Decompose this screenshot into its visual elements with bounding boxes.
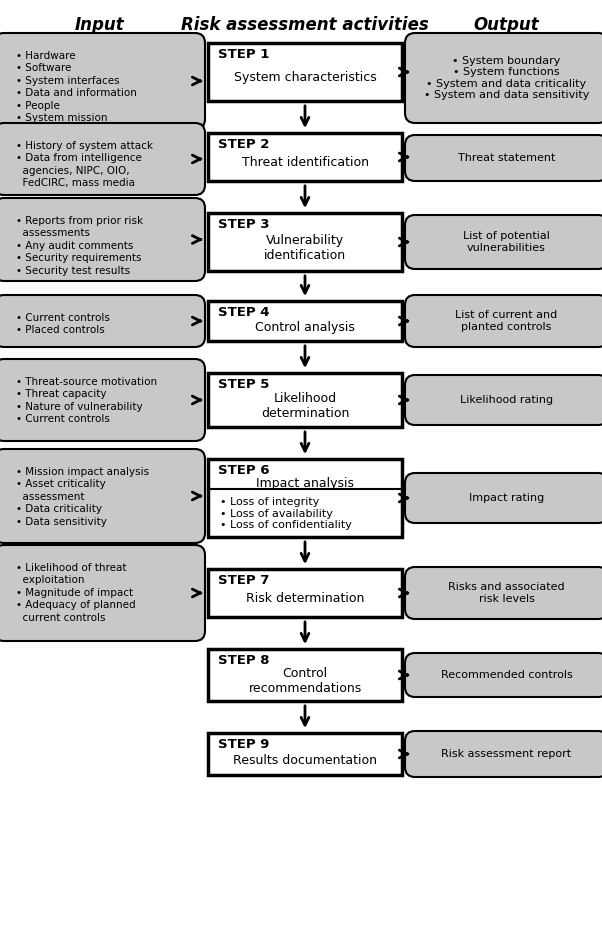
Text: • Likelihood of threat
  exploitation
• Magnitude of impact
• Adequacy of planne: • Likelihood of threat exploitation • Ma… [16, 563, 135, 622]
Text: Risk determination: Risk determination [246, 592, 364, 605]
Text: Output: Output [474, 16, 539, 34]
FancyBboxPatch shape [405, 215, 602, 269]
Text: Results documentation: Results documentation [233, 753, 377, 767]
Text: Impact analysis: Impact analysis [256, 477, 354, 490]
Text: Risk assessment activities: Risk assessment activities [181, 16, 429, 34]
Bar [208, 733, 402, 775]
Text: STEP 7: STEP 7 [218, 574, 269, 587]
Text: STEP 1: STEP 1 [218, 48, 269, 61]
Bar [208, 133, 402, 181]
Text: Vulnerability
identification: Vulnerability identification [264, 234, 346, 262]
Bar [208, 373, 402, 427]
FancyBboxPatch shape [0, 123, 205, 195]
Text: • System boundary
• System functions
• System and data criticality
• System and : • System boundary • System functions • S… [424, 56, 589, 100]
Bar [208, 569, 402, 617]
FancyBboxPatch shape [405, 135, 602, 181]
Bar [208, 43, 402, 101]
Text: Likelihood rating: Likelihood rating [460, 395, 553, 405]
Text: • History of system attack
• Data from intelligence
  agencies, NIPC, OIO,
  Fed: • History of system attack • Data from i… [16, 141, 153, 189]
Text: STEP 8: STEP 8 [218, 654, 270, 667]
Text: List of current and
planted controls: List of current and planted controls [455, 310, 557, 332]
FancyBboxPatch shape [405, 731, 602, 777]
Text: Risk assessment report: Risk assessment report [441, 749, 571, 759]
Text: • Loss of integrity
• Loss of availability
• Loss of confidentiality: • Loss of integrity • Loss of availabili… [220, 497, 352, 530]
Text: Control analysis: Control analysis [255, 321, 355, 334]
FancyBboxPatch shape [405, 295, 602, 347]
Text: Control
recommendations: Control recommendations [249, 667, 362, 695]
Text: Impact rating: Impact rating [469, 493, 544, 503]
Text: STEP 2: STEP 2 [218, 138, 269, 151]
Text: System characteristics: System characteristics [234, 72, 376, 85]
FancyBboxPatch shape [0, 295, 205, 347]
Text: STEP 4: STEP 4 [218, 306, 270, 319]
Text: • Hardware
• Software
• System interfaces
• Data and information
• People
• Syst: • Hardware • Software • System interface… [16, 51, 137, 123]
Text: STEP 3: STEP 3 [218, 218, 270, 231]
FancyBboxPatch shape [405, 653, 602, 697]
FancyBboxPatch shape [0, 449, 205, 543]
FancyBboxPatch shape [0, 359, 205, 441]
Text: Likelihood
determination: Likelihood determination [261, 392, 349, 420]
Bar [208, 649, 402, 701]
Text: STEP 6: STEP 6 [218, 464, 270, 477]
Bar [208, 459, 402, 537]
Text: • Current controls
• Placed controls: • Current controls • Placed controls [16, 313, 110, 336]
Text: Recommended controls: Recommended controls [441, 670, 573, 680]
FancyBboxPatch shape [405, 375, 602, 425]
FancyBboxPatch shape [405, 473, 602, 523]
Text: • Reports from prior risk
  assessments
• Any audit comments
• Security requirem: • Reports from prior risk assessments • … [16, 216, 143, 275]
Text: Risks and associated
risk levels: Risks and associated risk levels [448, 582, 565, 604]
FancyBboxPatch shape [0, 198, 205, 281]
Text: List of potential
vulnerabilities: List of potential vulnerabilities [463, 231, 550, 253]
Text: STEP 5: STEP 5 [218, 378, 269, 391]
Bar [208, 301, 402, 341]
Text: • Mission impact analysis
• Asset criticality
  assessment
• Data criticality
• : • Mission impact analysis • Asset critic… [16, 467, 149, 526]
Bar [208, 213, 402, 271]
FancyBboxPatch shape [0, 33, 205, 129]
FancyBboxPatch shape [405, 567, 602, 619]
Text: Input: Input [75, 16, 125, 34]
Text: Threat statement: Threat statement [458, 153, 555, 163]
Text: Threat identification: Threat identification [241, 157, 368, 170]
FancyBboxPatch shape [405, 33, 602, 123]
FancyBboxPatch shape [0, 545, 205, 641]
Text: STEP 9: STEP 9 [218, 738, 269, 751]
Text: • Threat-source motivation
• Threat capacity
• Nature of vulnerability
• Current: • Threat-source motivation • Threat capa… [16, 377, 157, 424]
